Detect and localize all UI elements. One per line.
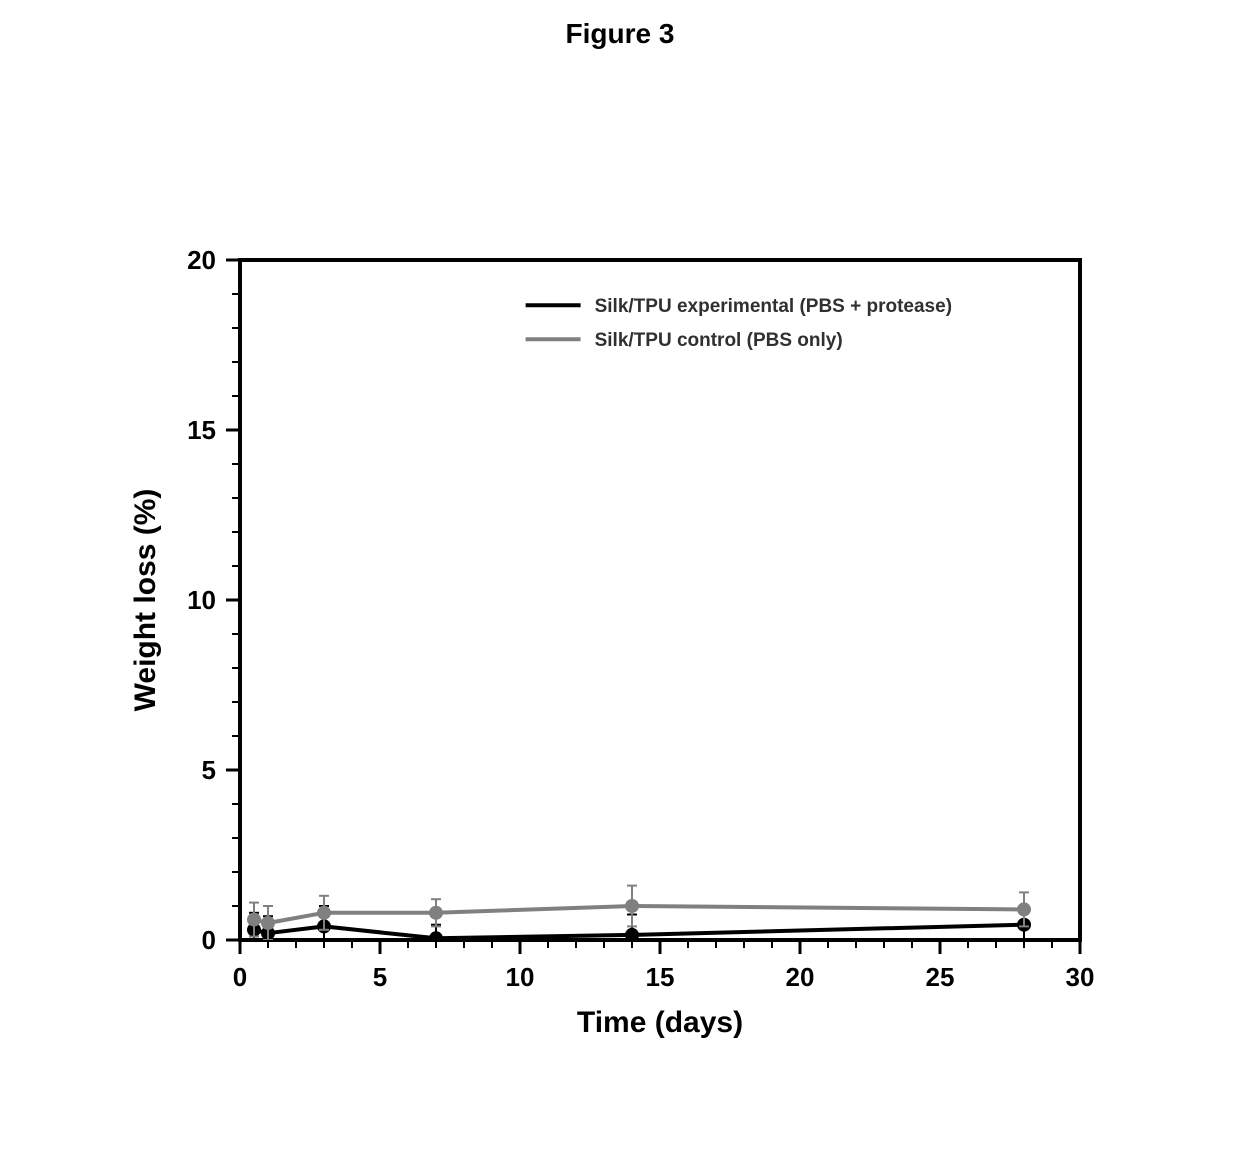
svg-text:10: 10 [187,585,216,615]
svg-text:0: 0 [202,925,216,955]
weight-loss-chart: 0 5 10 15 20 25 30 0 5 10 15 20 Time (days) Weight lo… [120,240,1120,1060]
svg-text:Time (days): Time (days) [577,1006,743,1039]
svg-text:10: 10 [506,962,535,992]
svg-text:Weight loss (%): Weight loss (%) [129,489,162,712]
svg-text:30: 30 [1066,962,1095,992]
svg-text:15: 15 [646,962,675,992]
svg-text:15: 15 [187,415,216,445]
page: Figure 3 0 5 10 15 20 25 30 0 5 10 15 20 Time (days)… [0,0,1240,1151]
chart-svg: 0 5 10 15 20 25 30 0 5 10 15 20 Time (days) Weight lo… [120,240,1120,1060]
svg-text:5: 5 [373,962,387,992]
svg-text:25: 25 [926,962,955,992]
svg-text:20: 20 [187,245,216,275]
svg-text:Silk/TPU control (PBS only): Silk/TPU control (PBS only) [595,330,843,351]
svg-text:20: 20 [786,962,815,992]
svg-text:0: 0 [233,962,247,992]
svg-text:5: 5 [202,755,216,785]
figure-title: Figure 3 [0,18,1240,50]
svg-text:Silk/TPU experimental (PBS + p: Silk/TPU experimental (PBS + protease) [595,296,952,317]
